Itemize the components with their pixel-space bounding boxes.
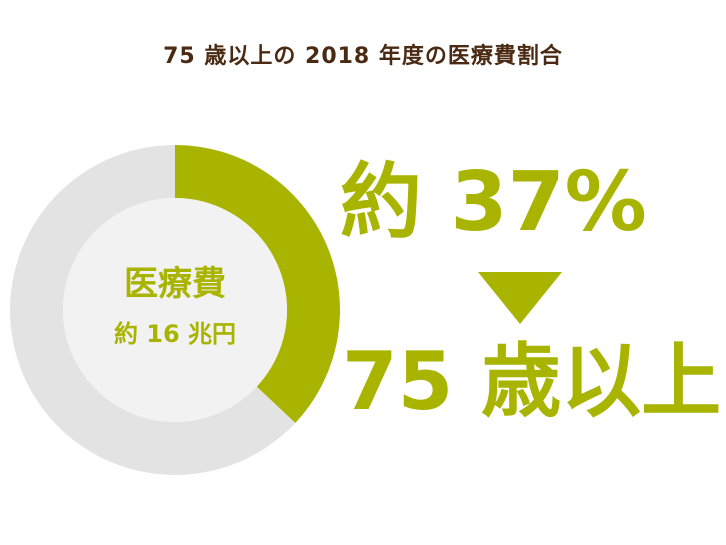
chart-title: 75 歳以上の 2018 年度の医療費割合 bbox=[163, 44, 563, 69]
donut-slice-other bbox=[9, 145, 296, 475]
highlight-group: 75 歳以上 bbox=[342, 335, 722, 428]
donut-slice-75-plus bbox=[175, 145, 340, 423]
highlight-percent: 約 37% bbox=[340, 155, 647, 250]
center-label-title: 医療費 bbox=[124, 264, 226, 304]
donut-hole bbox=[63, 198, 287, 422]
down-arrow-icon bbox=[478, 272, 562, 324]
center-label-total: 約 16 兆円 bbox=[113, 320, 237, 348]
